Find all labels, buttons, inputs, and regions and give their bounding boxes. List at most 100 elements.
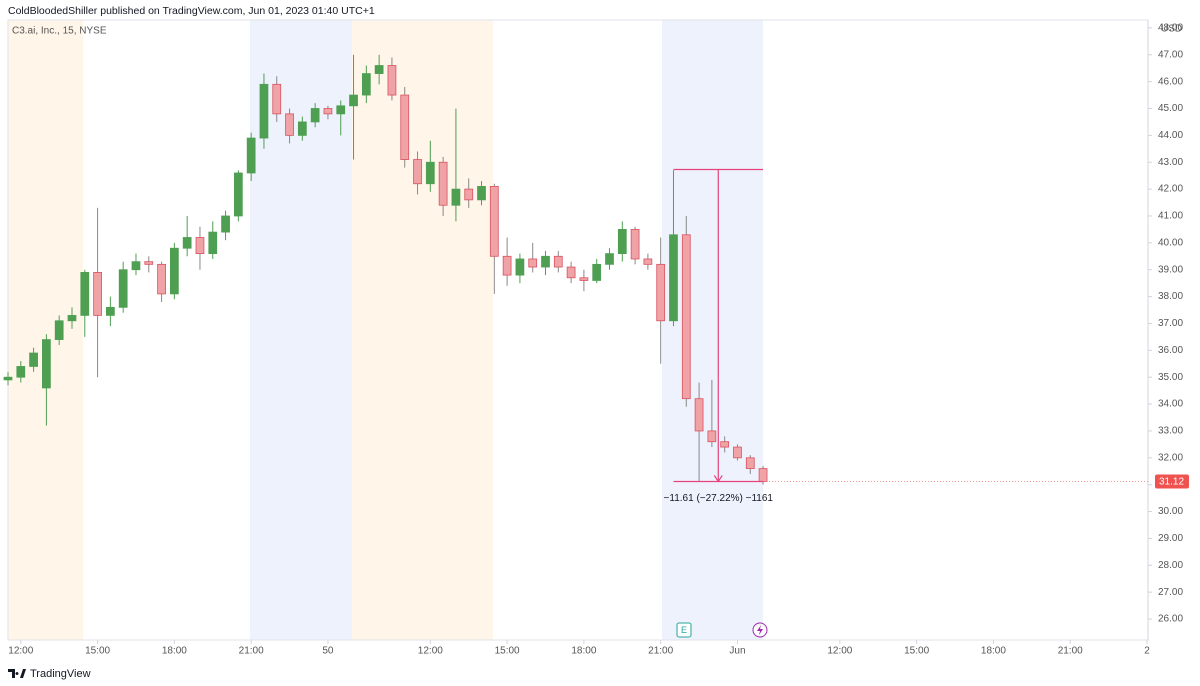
- y-tick-label: 41.00: [1158, 211, 1183, 222]
- footer-logo: [8, 669, 26, 678]
- last-price-label: 31.12: [1159, 477, 1184, 488]
- y-tick-label: 27.00: [1158, 587, 1183, 598]
- candle-body: [400, 94, 410, 160]
- candle-body: [170, 247, 179, 295]
- x-tick-label: 18:00: [162, 646, 187, 657]
- candle-body: [144, 261, 154, 265]
- candle-body: [259, 83, 269, 139]
- event-icon-bolt: [757, 625, 763, 635]
- candle-body: [451, 188, 461, 206]
- x-tick-label: 2: [1144, 646, 1150, 657]
- candle-body: [502, 255, 512, 276]
- x-tick-label: 21:00: [239, 646, 264, 657]
- session-shade: [8, 20, 83, 640]
- candle-body: [566, 266, 576, 279]
- measure-label: −11.61 (−27.22%) −1161: [664, 493, 774, 504]
- y-tick-label: 32.00: [1158, 452, 1183, 463]
- candle-body: [246, 137, 256, 174]
- y-axis-label: USD: [1161, 24, 1182, 35]
- candle-body: [374, 65, 384, 74]
- candle-body: [438, 161, 448, 206]
- measure-arrowhead: [713, 475, 723, 483]
- candle-body: [720, 441, 730, 448]
- candle-body: [3, 376, 13, 381]
- candle-body: [195, 237, 205, 254]
- candle-body: [464, 188, 474, 201]
- y-tick-label: 43.00: [1158, 157, 1183, 168]
- candle-body: [656, 263, 666, 322]
- candle-body: [297, 121, 307, 136]
- x-tick-label: 21:00: [1058, 646, 1083, 657]
- candle-body: [361, 73, 371, 96]
- y-tick-label: 28.00: [1158, 560, 1183, 571]
- y-tick-label: 40.00: [1158, 237, 1183, 248]
- candle-body: [54, 320, 64, 340]
- y-tick-label: 26.00: [1158, 614, 1183, 625]
- candle-body: [489, 186, 499, 257]
- session-shade: [662, 20, 763, 640]
- y-tick-label: 36.00: [1158, 345, 1183, 356]
- candle-body: [387, 65, 397, 96]
- candle-body: [349, 94, 358, 107]
- y-tick-label: 34.00: [1158, 399, 1183, 410]
- candle-body: [336, 105, 346, 115]
- candle-body: [80, 272, 90, 316]
- candle-body: [157, 263, 166, 295]
- candle-body: [323, 108, 333, 115]
- x-tick-label: 18:00: [571, 646, 596, 657]
- y-tick-label: 47.00: [1158, 49, 1183, 60]
- x-tick-label: 15:00: [904, 646, 929, 657]
- candle-body: [515, 258, 525, 276]
- candle-body: [617, 229, 627, 254]
- x-tick-label: 12:00: [827, 646, 852, 657]
- candle-body: [16, 366, 26, 378]
- y-tick-label: 39.00: [1158, 264, 1183, 275]
- candle-body: [579, 277, 589, 281]
- last-price-box: [1155, 474, 1189, 489]
- y-tick-label: 29.00: [1158, 533, 1183, 544]
- candle-body: [643, 258, 653, 265]
- event-marker[interactable]: [752, 622, 768, 638]
- candle-body: [745, 457, 755, 469]
- candle-body: [182, 237, 192, 249]
- x-tick-label: 15:00: [85, 646, 110, 657]
- candle-body: [669, 234, 678, 322]
- candle-body: [67, 315, 77, 322]
- candle-body: [592, 263, 602, 281]
- session-shade: [352, 20, 493, 640]
- candle-body: [93, 272, 102, 316]
- candle-body: [233, 172, 243, 217]
- earnings-icon-letter: E: [681, 625, 687, 635]
- candle-body: [425, 161, 435, 185]
- earnings-marker[interactable]: E: [676, 622, 692, 638]
- y-tick-label: 30.00: [1158, 506, 1183, 517]
- x-tick-label: Jun: [729, 646, 745, 657]
- candle-body: [413, 159, 422, 185]
- header-title: ColdBloodedShiller published on TradingV…: [8, 5, 375, 17]
- candle-body: [272, 83, 282, 115]
- candle-body: [477, 186, 486, 201]
- candle-body: [733, 446, 742, 459]
- candle-body: [630, 229, 640, 260]
- candle-body: [310, 108, 320, 123]
- y-tick-label: 48.00: [1158, 23, 1183, 34]
- chart-subtitle: C3.ai, Inc., 15, NYSE: [12, 26, 107, 37]
- x-tick-label: 12:00: [8, 646, 33, 657]
- y-tick-label: 38.00: [1158, 291, 1183, 302]
- candle-body: [208, 231, 218, 254]
- y-tick-label: 45.00: [1158, 103, 1183, 114]
- candle-body: [118, 269, 128, 308]
- candle-body: [42, 339, 51, 389]
- candle-body: [553, 255, 563, 268]
- y-tick-label: 42.00: [1158, 184, 1183, 195]
- earnings-icon[interactable]: [676, 622, 692, 638]
- candle-body: [221, 215, 230, 233]
- candle-body: [528, 258, 538, 268]
- x-tick-label: 12:00: [418, 646, 443, 657]
- footer-brand: TradingView: [30, 668, 91, 680]
- candle-body: [605, 253, 614, 265]
- candle-body: [707, 430, 717, 443]
- candle-body: [694, 398, 704, 432]
